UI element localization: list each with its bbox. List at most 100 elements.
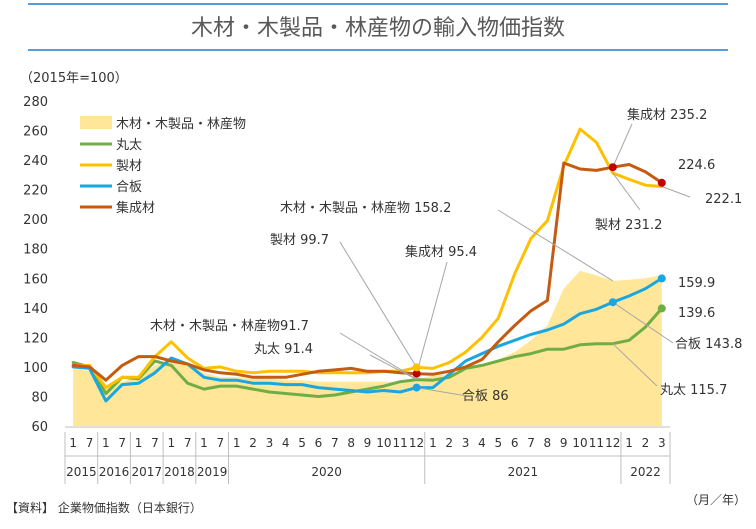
legend-item-logs: 丸太: [116, 138, 142, 153]
x-tick-label: 2: [642, 436, 650, 450]
x-tick-label: 1: [233, 436, 241, 450]
plot-area: [71, 127, 664, 426]
x-tick-label: 8: [544, 436, 552, 450]
x-tick-label: 6: [315, 436, 323, 450]
legend-swatch: [80, 116, 112, 129]
x-year-label: 2022: [630, 465, 661, 479]
legend-item-lumber: 製材: [116, 159, 142, 174]
data-point-marker: [657, 304, 666, 313]
x-tick-label: 7: [217, 436, 225, 450]
annotation-logs-dec2020: 丸太 91.4: [254, 342, 313, 357]
x-tick-label: 7: [527, 436, 535, 450]
x-tick-label: 3: [266, 436, 274, 450]
y-axis: 60 80 100 120 140 160 180 200 220 240 260 280: [23, 95, 48, 435]
annotation-wood-total-dec2020: 木材・木製品・林産物91.7: [150, 318, 309, 334]
x-tick-label: 3: [462, 436, 470, 450]
annotation-leader-line: [339, 241, 418, 368]
source-note: 【資料】 企業物価指数（日本銀行）: [6, 500, 202, 515]
x-tick-label: 10: [376, 436, 391, 450]
y-tick-label: 180: [23, 243, 48, 258]
data-point-marker: [657, 178, 666, 187]
annotation-logs-dec2021: 丸太 115.7: [660, 383, 727, 398]
x-tick-label: 4: [282, 436, 290, 450]
annotation-glulam-end: 224.6: [678, 158, 715, 173]
y-tick-label: 260: [23, 125, 48, 140]
x-tick-label: 5: [298, 436, 306, 450]
annotation-leader-line: [661, 186, 691, 198]
x-year-label: 2021: [508, 465, 539, 479]
x-tick-label: 1: [167, 436, 175, 450]
x-tick-label: 11: [589, 436, 604, 450]
x-year-label: 2015: [66, 465, 97, 479]
annotation-lumber-dec2021: 製材 231.2: [595, 218, 662, 233]
data-point-marker: [657, 274, 666, 283]
x-tick-label: 9: [560, 436, 568, 450]
annotation-leader-line: [369, 354, 417, 381]
annotation-leader-line: [612, 123, 633, 168]
annotation-logs-end: 139.6: [678, 306, 715, 321]
x-tick-label: 8: [347, 436, 355, 450]
x-tick-label: 1: [135, 436, 143, 450]
x-year-label: 2019: [197, 465, 228, 479]
data-point-marker: [608, 298, 617, 307]
x-tick-label: 1: [429, 436, 437, 450]
legend-item-wood-total: 木材・木製品・林産物: [116, 116, 246, 132]
line-series-logs: [71, 306, 664, 398]
x-tick-label: 3: [658, 436, 666, 450]
x-tick-label: 7: [331, 436, 339, 450]
y-tick-label: 100: [23, 361, 48, 376]
legend-item-glulam: 集成材: [116, 200, 155, 216]
x-tick-label: 1: [102, 436, 110, 450]
annotation-leader-line: [339, 332, 417, 380]
annotation-leader-line: [416, 261, 448, 374]
y-tick-label: 220: [23, 184, 48, 199]
x-tick-label: 7: [118, 436, 126, 450]
line-series-glulam: [71, 161, 664, 382]
x-axis-label: （月／年）: [686, 493, 746, 507]
annotation-plywood-dec2021: 合板 143.8: [675, 337, 742, 352]
x-year-label: 2020: [311, 465, 342, 479]
annotation-leader-line: [497, 209, 614, 282]
annotation-glulam-dec2020: 集成材 95.4: [405, 244, 477, 260]
unit-label: （2015年=100）: [20, 71, 128, 86]
x-tick-label: 10: [572, 436, 587, 450]
legend-item-plywood: 合板: [116, 180, 142, 195]
x-tick-label: 12: [409, 436, 424, 450]
x-tick-label: 1: [200, 436, 208, 450]
y-tick-label: 140: [23, 302, 48, 317]
x-tick-label: 5: [494, 436, 502, 450]
x-tick-label: 7: [86, 436, 94, 450]
data-point-marker: [412, 363, 421, 372]
x-axis: 1 7 1 7 1 7 1 7 1 7 1 2 3 4 5 6 7 8 9 10 11 12 1 2 3 4 5 6 7 8 9 10 11 12…: [64, 426, 671, 484]
line-series-plywood: [71, 276, 664, 403]
annotation-leader-line: [612, 172, 641, 211]
y-tick-label: 240: [23, 154, 48, 169]
annotation-lumber-dec2020: 製材 99.7: [270, 233, 329, 248]
annotation-glulam-latest: 集成材 235.2: [627, 107, 707, 123]
x-tick-label: 2: [249, 436, 257, 450]
data-point-marker: [412, 369, 421, 378]
annotation-wood-total-dec2021: 木材・木製品・林産物 158.2: [280, 200, 451, 216]
y-tick-label: 280: [23, 95, 48, 110]
x-tick-label: 7: [151, 436, 159, 450]
annotation-leader-line: [416, 387, 468, 397]
chart-title: 木材・木製品・林産物の輸入物価指数: [191, 16, 565, 41]
area-series-wood-total: [73, 270, 662, 426]
x-year-label: 2018: [164, 465, 195, 479]
x-tick-label: 9: [364, 436, 372, 450]
x-tick-label: 11: [393, 436, 408, 450]
y-tick-label: 200: [23, 213, 48, 228]
x-year-label: 2016: [99, 465, 130, 479]
data-point-marker: [412, 383, 421, 392]
annotation-plywood-end: 159.9: [678, 276, 715, 291]
annotation-leader-line: [612, 301, 674, 344]
x-tick-label: 12: [605, 436, 620, 450]
annotations: 集成材 235.2 224.6 222.1 製材 231.2 木材・木製品・林産物 15…: [150, 107, 742, 404]
x-tick-label: 1: [69, 436, 77, 450]
x-tick-label: 7: [184, 436, 192, 450]
y-tick-label: 60: [31, 420, 48, 435]
annotation-lumber-end: 222.1: [705, 192, 742, 207]
data-point-marker: [608, 163, 617, 172]
